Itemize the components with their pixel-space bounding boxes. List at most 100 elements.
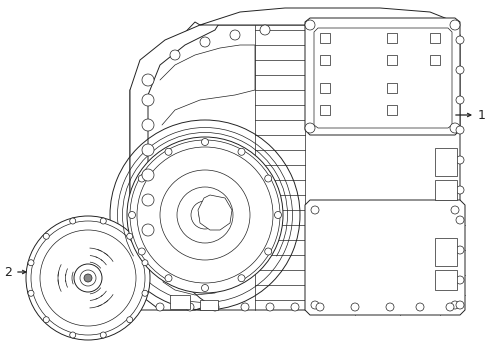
Circle shape [456, 276, 464, 284]
Text: 2: 2 [4, 266, 12, 279]
Circle shape [177, 187, 233, 243]
Polygon shape [435, 238, 457, 266]
Circle shape [311, 301, 319, 309]
Circle shape [138, 248, 145, 255]
Polygon shape [435, 270, 457, 290]
Circle shape [43, 317, 49, 323]
Circle shape [199, 209, 211, 221]
Circle shape [28, 290, 34, 296]
Circle shape [202, 212, 208, 218]
Circle shape [316, 303, 324, 311]
Circle shape [291, 303, 299, 311]
Circle shape [142, 169, 154, 181]
Circle shape [230, 30, 240, 40]
Circle shape [138, 175, 145, 182]
Circle shape [127, 317, 133, 323]
Circle shape [156, 303, 164, 311]
Circle shape [238, 275, 245, 282]
Circle shape [43, 233, 49, 239]
Circle shape [127, 137, 283, 293]
Polygon shape [305, 200, 465, 315]
Circle shape [260, 25, 270, 35]
Circle shape [265, 248, 272, 255]
Circle shape [451, 301, 459, 309]
Circle shape [142, 119, 154, 131]
Circle shape [165, 275, 172, 282]
Polygon shape [435, 148, 457, 176]
Circle shape [160, 170, 250, 260]
Circle shape [456, 126, 464, 134]
Circle shape [211, 303, 219, 311]
Circle shape [165, 148, 172, 155]
Circle shape [31, 221, 145, 335]
Polygon shape [320, 83, 330, 93]
Circle shape [170, 50, 180, 60]
Circle shape [137, 147, 273, 283]
Circle shape [265, 175, 272, 182]
Circle shape [142, 290, 148, 296]
Circle shape [266, 303, 274, 311]
Circle shape [40, 230, 136, 326]
Polygon shape [320, 33, 330, 43]
Circle shape [456, 156, 464, 164]
Polygon shape [320, 55, 330, 65]
Polygon shape [387, 33, 397, 43]
Circle shape [142, 74, 154, 86]
Circle shape [142, 194, 154, 206]
Circle shape [186, 303, 194, 311]
Circle shape [456, 36, 464, 44]
Circle shape [100, 332, 106, 338]
Circle shape [416, 303, 424, 311]
Circle shape [386, 303, 394, 311]
Polygon shape [387, 55, 397, 65]
Circle shape [80, 270, 96, 286]
Circle shape [142, 224, 154, 236]
Polygon shape [387, 83, 397, 93]
Circle shape [274, 212, 281, 219]
Circle shape [450, 20, 460, 30]
Circle shape [70, 218, 76, 224]
Circle shape [70, 332, 76, 338]
Circle shape [305, 123, 315, 133]
Circle shape [200, 37, 210, 47]
Circle shape [28, 260, 34, 266]
Text: 1: 1 [478, 108, 486, 122]
Circle shape [351, 303, 359, 311]
Polygon shape [130, 22, 220, 310]
Circle shape [127, 233, 133, 239]
Circle shape [201, 284, 209, 292]
Polygon shape [200, 300, 218, 310]
Polygon shape [198, 195, 232, 230]
Circle shape [456, 96, 464, 104]
Circle shape [305, 20, 315, 30]
Circle shape [201, 139, 209, 145]
Polygon shape [170, 295, 190, 309]
Circle shape [456, 301, 464, 309]
Circle shape [456, 186, 464, 194]
Polygon shape [387, 105, 397, 115]
Polygon shape [200, 8, 455, 25]
Polygon shape [314, 28, 452, 128]
Circle shape [74, 264, 102, 292]
Circle shape [446, 303, 454, 311]
Circle shape [238, 148, 245, 155]
Circle shape [142, 94, 154, 106]
Polygon shape [430, 55, 440, 65]
Circle shape [26, 216, 150, 340]
Circle shape [128, 212, 136, 219]
Circle shape [450, 123, 460, 133]
Polygon shape [430, 33, 440, 43]
Polygon shape [320, 105, 330, 115]
Circle shape [456, 66, 464, 74]
Circle shape [451, 206, 459, 214]
Circle shape [84, 274, 92, 282]
Polygon shape [130, 22, 460, 310]
Circle shape [100, 218, 106, 224]
Circle shape [142, 144, 154, 156]
Polygon shape [305, 18, 460, 135]
Circle shape [311, 206, 319, 214]
Circle shape [191, 201, 219, 229]
Circle shape [456, 246, 464, 254]
Circle shape [241, 303, 249, 311]
Circle shape [456, 216, 464, 224]
